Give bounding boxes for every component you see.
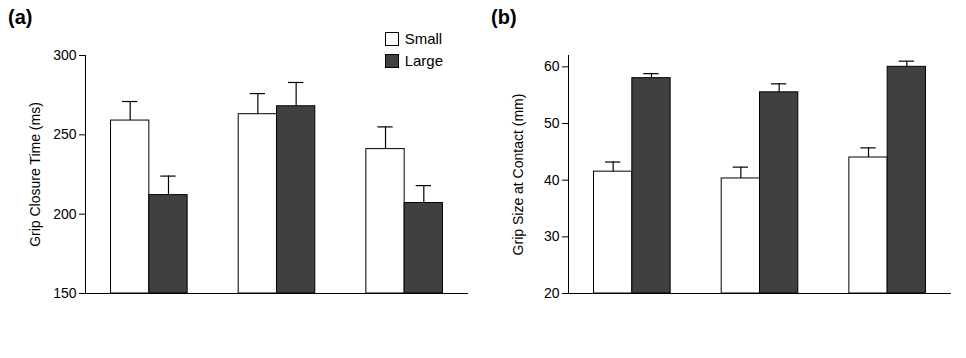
- html-text:(b): (b): [491, 6, 517, 28]
- svg-text:250: 250: [53, 126, 77, 142]
- svg-text:300: 300: [53, 47, 77, 63]
- svg-text:40: 40: [544, 172, 560, 188]
- html-text:Large: Large: [404, 52, 443, 69]
- svg-text:Grip Size at Contact (mm): Grip Size at Contact (mm): [510, 94, 526, 256]
- svg-text:50: 50: [544, 115, 560, 131]
- html-text:Small: Small: [404, 30, 443, 47]
- svg-text:20: 20: [544, 285, 560, 301]
- html-text:(a): (a): [8, 6, 33, 28]
- svg-text:30: 30: [544, 228, 560, 244]
- svg-text:Grip Closure Time (ms): Grip Closure Time (ms): [27, 102, 43, 247]
- svg-text:200: 200: [53, 206, 77, 222]
- svg-text:150: 150: [53, 285, 77, 301]
- svg-text:60: 60: [544, 58, 560, 74]
